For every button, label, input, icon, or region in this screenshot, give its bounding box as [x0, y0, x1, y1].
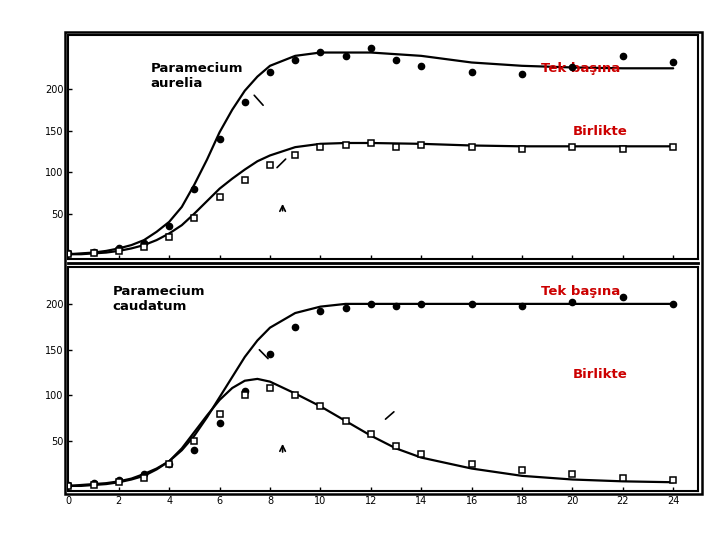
- Text: Paramecium
caudatum: Paramecium caudatum: [112, 285, 205, 313]
- Text: Paramecium
aurelia: Paramecium aurelia: [150, 62, 243, 90]
- Text: Birlikte: Birlikte: [572, 125, 627, 138]
- Text: Tek başına: Tek başına: [541, 62, 620, 75]
- Text: Tek başına: Tek başına: [541, 285, 620, 298]
- Text: Birlikte: Birlikte: [572, 368, 627, 381]
